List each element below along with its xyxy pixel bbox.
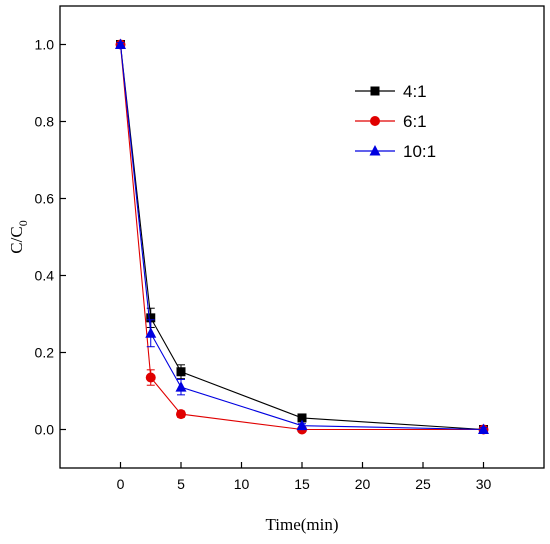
series-4-1 — [116, 40, 488, 434]
legend: 4:1 6:1 10:1 — [355, 82, 436, 161]
legend-item: 6:1 — [355, 112, 427, 131]
plot-frame — [59, 5, 545, 469]
y-tick-label: 1.0 — [35, 37, 55, 53]
x-tick-label: 10 — [234, 476, 250, 492]
y-tick-label: 0.4 — [35, 268, 55, 284]
data-point-square — [370, 86, 380, 96]
legend-item: 4:1 — [355, 82, 427, 101]
data-point-triangle — [175, 381, 187, 392]
data-point-triangle — [296, 419, 308, 431]
data-point-square — [146, 313, 156, 323]
data-point-triangle — [115, 38, 126, 49]
x-tick-label: 15 — [294, 476, 310, 492]
series-6-1 — [115, 39, 489, 435]
data-point-square — [176, 367, 186, 377]
data-point-circle — [176, 409, 186, 420]
legend-label: 4:1 — [403, 82, 427, 101]
series-line — [119, 44, 484, 431]
data-point-square — [297, 413, 307, 423]
y-axis-title-main: C/C — [7, 226, 26, 253]
x-axis-title: Time(min) — [265, 515, 338, 534]
y-axis-title-subscript: 0 — [16, 220, 30, 226]
data-point-circle — [370, 116, 380, 126]
axis-ticks: 0 5 10 15 20 25 30 0.0 0.2 0.4 0.6 0.8 1.0 — [35, 37, 492, 493]
legend-label: 6:1 — [403, 112, 427, 131]
series-line — [119, 44, 484, 431]
data-point-triangle — [478, 423, 489, 434]
series-layer — [115, 38, 489, 435]
y-tick-label: 0.0 — [35, 422, 55, 438]
data-point-circle — [145, 372, 156, 383]
y-tick-label: 0.2 — [35, 345, 55, 361]
y-tick-label: 0.8 — [35, 114, 55, 130]
series-line — [119, 44, 484, 431]
series-10-1 — [115, 38, 489, 434]
y-tick-label: 0.6 — [35, 191, 55, 207]
legend-item: 10:1 — [355, 142, 436, 161]
data-point-triangle — [145, 327, 157, 338]
y-axis-title: C/C0 — [7, 220, 30, 253]
x-tick-label: 25 — [415, 476, 431, 492]
x-tick-label: 5 — [177, 476, 185, 492]
data-point-triangle — [369, 145, 381, 156]
x-tick-label: 20 — [355, 476, 371, 492]
x-tick-label: 0 — [117, 476, 125, 492]
legend-label: 10:1 — [403, 142, 436, 161]
x-tick-label: 30 — [476, 476, 492, 492]
